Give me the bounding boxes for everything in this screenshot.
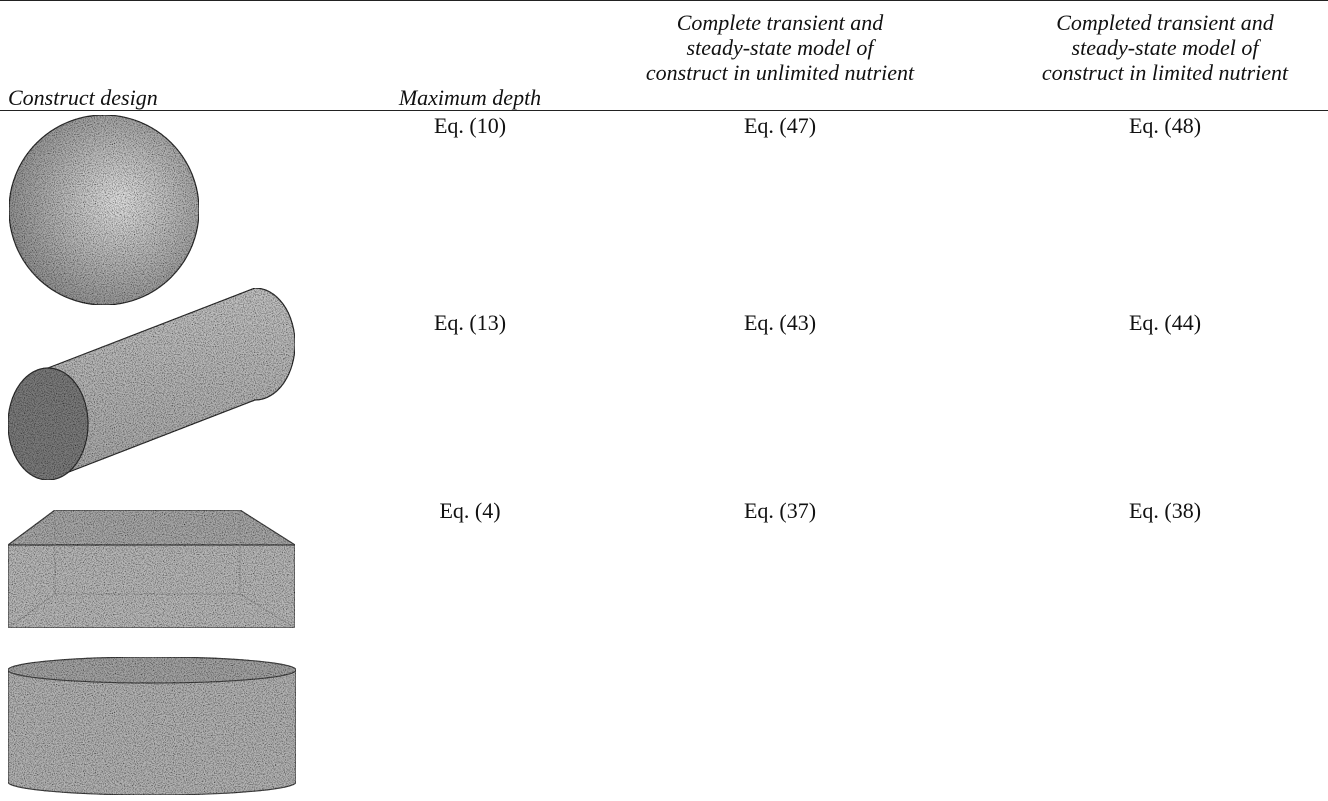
header-cell: steady-state model of [686, 35, 874, 60]
header-cell: Completed transient and [1056, 10, 1274, 35]
header-cell: construct in unlimited nutrient [645, 60, 915, 85]
top-rule [0, 0, 1328, 1]
cell: Eq. (38) [1128, 498, 1202, 523]
cell: Eq. (48) [1128, 113, 1202, 138]
cell: Eq. (47) [743, 113, 817, 138]
construct-illustrations [6, 114, 298, 796]
cell: Eq. (43) [743, 310, 817, 335]
header-cell: Maximum depth [398, 85, 542, 110]
cell: Eq. (44) [1128, 310, 1202, 335]
box [6, 509, 298, 629]
cell: Eq. (4) [439, 498, 501, 523]
header-rule [0, 110, 1328, 111]
sphere [8, 114, 200, 306]
cell: Eq. (13) [433, 310, 507, 335]
header-cell: steady-state model of [1071, 35, 1259, 60]
disk [7, 656, 297, 796]
cylinder [7, 287, 296, 481]
cell: Eq. (10) [433, 113, 507, 138]
header-cell: Construct design [8, 85, 158, 110]
header-cell: construct in limited nutrient [1041, 60, 1289, 85]
cell: Eq. (37) [743, 498, 817, 523]
header-cell: Complete transient and [676, 10, 884, 35]
